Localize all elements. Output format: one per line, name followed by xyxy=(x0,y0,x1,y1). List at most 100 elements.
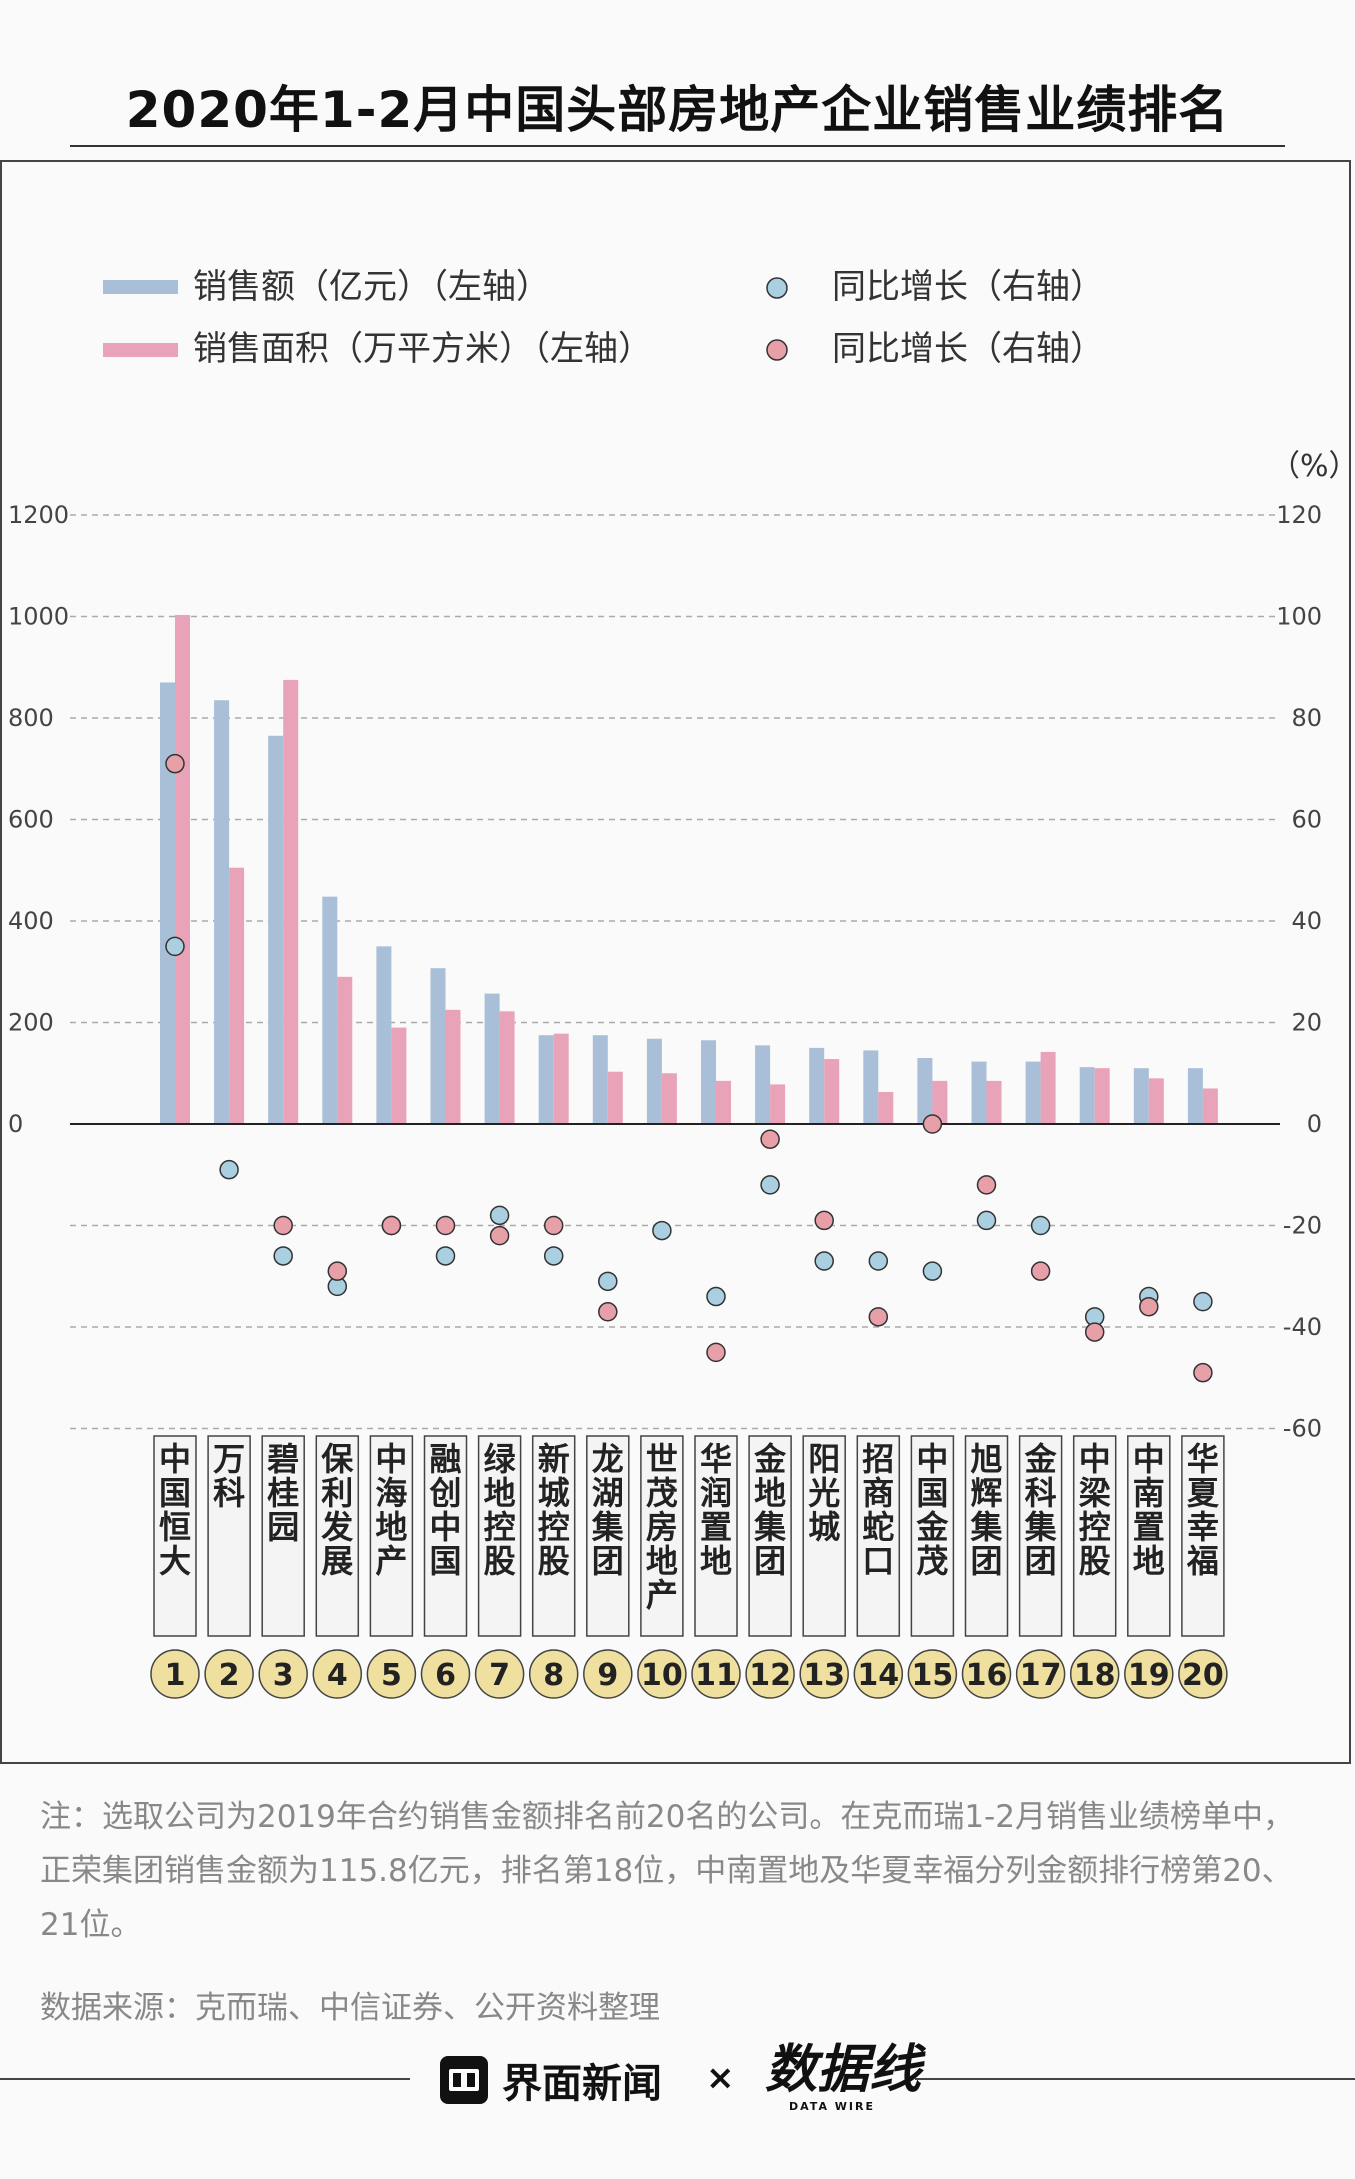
point-yoy-amount xyxy=(652,1220,672,1241)
category-label: 利 xyxy=(321,1474,353,1512)
category-box xyxy=(369,1435,414,1637)
rank-badge xyxy=(1015,1649,1066,1699)
point-yoy-amount xyxy=(1193,1291,1213,1312)
bar-sales-amount xyxy=(430,968,446,1124)
rank-badge xyxy=(691,1649,741,1699)
legend-label-sales-area: 销售面积（万平方米）（左轴） xyxy=(193,329,652,369)
category-label: 华 xyxy=(700,1440,732,1478)
rank-number: 14 xyxy=(857,1658,899,1693)
category-box xyxy=(423,1435,468,1637)
rank-badge xyxy=(528,1649,579,1699)
bar-sales-amount xyxy=(268,735,284,1124)
footer: 界面新闻 × 数据线 DATA WIRE xyxy=(0,2040,1355,2140)
category-label: 团 xyxy=(592,1542,624,1580)
bar-sales-amount xyxy=(592,1035,608,1124)
point-yoy-amount xyxy=(976,1210,997,1231)
bar-sales-area xyxy=(445,1009,461,1124)
bar-sales-area xyxy=(283,679,299,1124)
category-box xyxy=(694,1435,738,1637)
point-yoy-amount xyxy=(543,1246,564,1266)
category-label: 产 xyxy=(646,1576,678,1614)
yoy-markers xyxy=(165,753,1213,1383)
category-box xyxy=(856,1435,901,1637)
bar-sales-amount xyxy=(809,1047,825,1124)
category-box xyxy=(477,1435,522,1637)
category-label: 润 xyxy=(700,1474,732,1512)
category-label: 金 xyxy=(915,1508,949,1546)
point-yoy-area xyxy=(1139,1296,1159,1317)
category-labels: 中国恒大1万科2碧桂园3保利发展4中海地产5融创中国6绿地控股7新城控股8龙湖集… xyxy=(150,1435,1228,1699)
category-label: 幸 xyxy=(1187,1508,1219,1546)
category-label: 置 xyxy=(1133,1508,1165,1546)
category-label: 口 xyxy=(862,1542,894,1580)
bar-sales-area xyxy=(878,1092,894,1124)
rank-number: 12 xyxy=(749,1658,791,1693)
rank-badge xyxy=(474,1649,525,1699)
left-tick-label: 400 xyxy=(8,907,54,935)
rank-badge xyxy=(366,1649,417,1699)
category-label: 城 xyxy=(808,1508,840,1546)
bar-sales-amount xyxy=(1133,1068,1149,1124)
right-tick-label: 80 xyxy=(1291,704,1322,732)
point-yoy-amount xyxy=(922,1261,943,1281)
point-yoy-amount xyxy=(1030,1215,1051,1236)
right-tick-label: -20 xyxy=(1283,1212,1322,1240)
category-label: 控 xyxy=(538,1508,570,1546)
rank-number: 1 xyxy=(165,1658,186,1693)
category-label: 集 xyxy=(591,1508,624,1546)
category-label: 梁 xyxy=(1079,1474,1111,1512)
category-label: 集 xyxy=(1024,1508,1057,1546)
category-label: 国 xyxy=(429,1542,461,1580)
rank-number: 9 xyxy=(597,1658,618,1693)
category-label: 地 xyxy=(1133,1542,1165,1580)
legend-swatch-sales-area xyxy=(103,343,178,357)
rank-number: 19 xyxy=(1128,1658,1170,1693)
point-yoy-area xyxy=(922,1114,943,1134)
rank-badge xyxy=(1069,1649,1120,1699)
chart-svg: 销售额（亿元）（左轴） 销售面积（万平方米）（左轴） 同比增长（右轴） 同比增长… xyxy=(8,267,1351,1699)
category-label: 金 xyxy=(1024,1440,1058,1478)
point-yoy-amount xyxy=(814,1251,834,1271)
chart-title: 2020年1-2月中国头部房地产企业销售业绩排名 xyxy=(125,81,1230,139)
bar-sales-area xyxy=(175,614,190,1124)
category-label: 金 xyxy=(753,1440,787,1478)
category-label: 科 xyxy=(213,1474,245,1512)
rank-number: 16 xyxy=(966,1658,1008,1693)
rank-number: 8 xyxy=(543,1658,564,1693)
bar-sales-amount xyxy=(701,1040,716,1124)
rank-number: 11 xyxy=(695,1658,737,1693)
category-label: 融 xyxy=(429,1440,461,1478)
category-box xyxy=(748,1435,792,1637)
category-label: 旭 xyxy=(970,1440,1002,1478)
category-label: 南 xyxy=(1133,1474,1165,1512)
bar-sales-amount xyxy=(214,700,230,1124)
category-label: 桂 xyxy=(267,1474,299,1512)
legend-label-sales-amount: 销售额（亿元）（左轴） xyxy=(193,267,550,307)
bar-sales-amount xyxy=(1025,1061,1041,1124)
right-axis-unit: （%） xyxy=(1270,449,1351,484)
title-underline xyxy=(70,145,1285,147)
point-yoy-amount xyxy=(165,936,185,957)
rank-number: 10 xyxy=(641,1658,683,1693)
datawire-logo-cn: 数据线 xyxy=(765,2040,922,2100)
footer-rule-right xyxy=(915,2078,1355,2080)
bar-sales-area xyxy=(391,1027,407,1124)
bar-sales-area xyxy=(337,976,353,1124)
category-label: 恒 xyxy=(159,1508,191,1546)
category-label: 中 xyxy=(159,1440,191,1478)
category-label: 置 xyxy=(700,1508,732,1546)
bar-sales-amount xyxy=(646,1038,662,1124)
bar-sales-area xyxy=(1040,1051,1056,1124)
category-label: 中 xyxy=(1079,1440,1111,1478)
legend-marker-yoy-amount xyxy=(766,277,788,299)
bar-sales-area xyxy=(932,1080,948,1124)
rank-badge xyxy=(1178,1649,1228,1699)
category-label: 福 xyxy=(1186,1542,1219,1580)
category-label: 夏 xyxy=(1187,1474,1220,1512)
category-label: 国 xyxy=(159,1474,191,1512)
point-yoy-area xyxy=(868,1307,889,1327)
point-yoy-area xyxy=(327,1261,348,1281)
category-box xyxy=(964,1435,1009,1637)
category-label: 中 xyxy=(375,1440,407,1478)
point-yoy-amount xyxy=(598,1271,618,1292)
